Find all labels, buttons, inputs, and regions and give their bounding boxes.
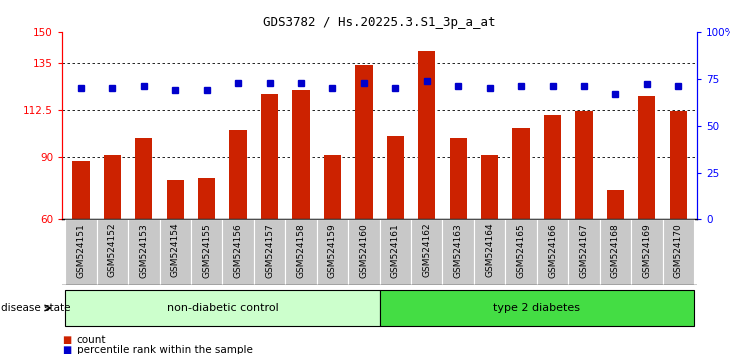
Bar [387,136,404,219]
Bar [481,155,499,219]
Bar [229,130,247,219]
Text: GSM524164: GSM524164 [485,223,494,278]
Bar [568,219,599,285]
Text: GSM524156: GSM524156 [234,223,242,278]
Bar [474,219,505,285]
Bar [348,219,380,285]
Bar [191,219,223,285]
Text: GSM524152: GSM524152 [108,223,117,278]
Bar [223,219,254,285]
Bar [135,138,153,219]
Text: disease state: disease state [1,303,71,313]
Text: type 2 diabetes: type 2 diabetes [493,303,580,313]
Text: GSM524166: GSM524166 [548,223,557,278]
Text: GSM524161: GSM524161 [391,223,400,278]
Bar [638,97,656,219]
Text: non-diabetic control: non-diabetic control [166,303,278,313]
Text: GSM524168: GSM524168 [611,223,620,278]
Text: GSM524163: GSM524163 [454,223,463,278]
Bar [65,219,96,285]
Text: GSM524170: GSM524170 [674,223,683,278]
Bar [254,219,285,285]
Text: GSM524162: GSM524162 [422,223,431,278]
Text: GSM524167: GSM524167 [580,223,588,278]
Bar [356,65,372,219]
Text: GSM524154: GSM524154 [171,223,180,278]
Text: GSM524153: GSM524153 [139,223,148,278]
Bar [324,155,341,219]
Bar [663,219,694,285]
Text: GSM524158: GSM524158 [296,223,305,278]
Bar [669,111,687,219]
Bar [198,178,215,219]
Text: GSM524151: GSM524151 [77,223,85,278]
Bar [505,219,537,285]
Bar [537,219,568,285]
Bar [96,219,128,285]
Bar [317,219,348,285]
Bar [292,90,310,219]
Bar [599,219,631,285]
Text: GSM524169: GSM524169 [642,223,651,278]
Bar [65,290,380,326]
Text: ■: ■ [62,335,72,345]
Bar [160,219,191,285]
Bar [72,161,90,219]
Text: GDS3782 / Hs.20225.3.S1_3p_a_at: GDS3782 / Hs.20225.3.S1_3p_a_at [264,16,496,29]
Text: count: count [77,335,106,345]
Text: GSM524157: GSM524157 [265,223,274,278]
Text: ■: ■ [62,346,72,354]
Bar [380,219,411,285]
Text: GSM524155: GSM524155 [202,223,211,278]
Bar [512,128,530,219]
Bar [607,190,624,219]
Bar [166,180,184,219]
Text: GSM524160: GSM524160 [359,223,369,278]
Text: GSM524159: GSM524159 [328,223,337,278]
Bar [380,290,694,326]
Bar [411,219,442,285]
Text: percentile rank within the sample: percentile rank within the sample [77,346,253,354]
Bar [285,219,317,285]
Bar [631,219,663,285]
Bar [418,51,435,219]
Text: GSM524165: GSM524165 [517,223,526,278]
Bar [104,155,121,219]
Bar [261,95,278,219]
Bar [450,138,467,219]
Bar [575,111,593,219]
Bar [442,219,474,285]
Bar [544,115,561,219]
Bar [128,219,160,285]
